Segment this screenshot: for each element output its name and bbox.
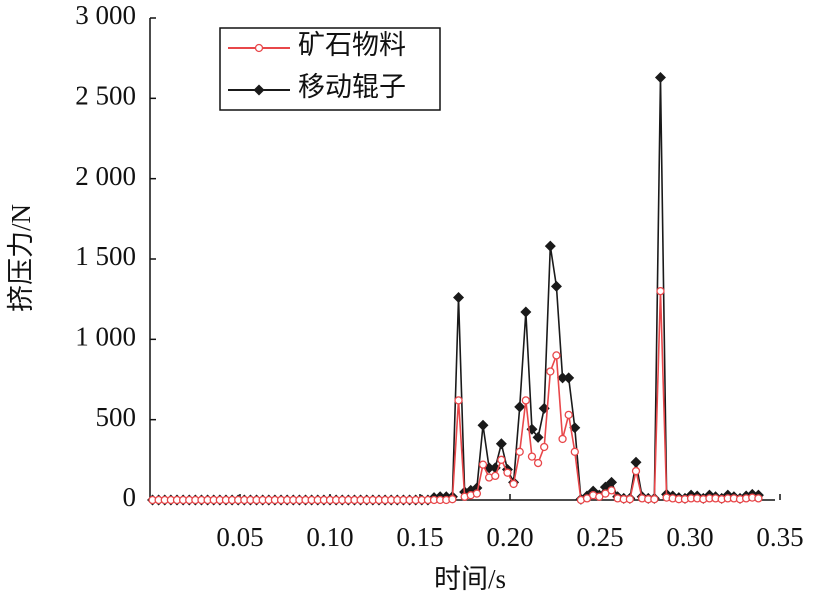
point [650, 495, 659, 504]
point [544, 240, 556, 252]
point [533, 458, 543, 468]
point [754, 494, 763, 503]
point [454, 396, 463, 405]
series-line [152, 77, 759, 501]
point [570, 447, 579, 456]
point [532, 431, 544, 443]
point [472, 489, 482, 498]
y-tick-label: 3 000 [75, 0, 136, 30]
point [453, 292, 465, 304]
point [656, 286, 665, 296]
point [552, 351, 561, 360]
point [521, 396, 530, 405]
x-tick-label: 0.05 [216, 522, 263, 552]
point [564, 410, 573, 419]
y-tick-label: 0 [123, 482, 137, 512]
x-tick-label: 0.20 [486, 522, 533, 552]
point [520, 306, 532, 318]
legend-label: 矿石物料 [298, 30, 406, 60]
x-tick-label: 0.25 [576, 522, 623, 552]
x-tick-label: 0.15 [396, 522, 443, 552]
point [527, 452, 537, 461]
point [477, 419, 489, 431]
legend-marker [253, 84, 265, 96]
point [563, 372, 575, 384]
legend-box [219, 27, 441, 111]
point [503, 468, 512, 477]
y-tick-label: 2 500 [75, 81, 136, 111]
point [631, 466, 641, 476]
y-tick-label: 2 000 [75, 161, 136, 191]
x-tick-label: 0.30 [666, 522, 713, 552]
y-axis-title: 挤压力/N [6, 204, 36, 312]
point [514, 401, 526, 413]
point [625, 495, 635, 504]
legend-marker [254, 43, 264, 53]
y-tick-label: 1 500 [75, 241, 136, 271]
legend-label: 移动辊子 [298, 72, 406, 102]
point [630, 456, 642, 468]
point [607, 486, 616, 495]
point [509, 479, 518, 489]
point [557, 372, 569, 384]
x-axis-title: 时间/s [434, 564, 506, 594]
y-tick-label: 1 000 [75, 322, 136, 352]
y-tick-label: 500 [96, 402, 137, 432]
point [654, 71, 666, 83]
x-tick-label: 0.10 [306, 522, 353, 552]
point [491, 471, 500, 481]
point [448, 495, 457, 504]
point [606, 476, 618, 488]
point [515, 447, 524, 456]
x-tick-label: 0.35 [756, 522, 803, 552]
point [540, 442, 549, 452]
point [546, 367, 555, 376]
point [495, 438, 507, 450]
point [558, 434, 567, 444]
point [550, 280, 562, 292]
point [497, 455, 506, 464]
point [478, 460, 488, 469]
